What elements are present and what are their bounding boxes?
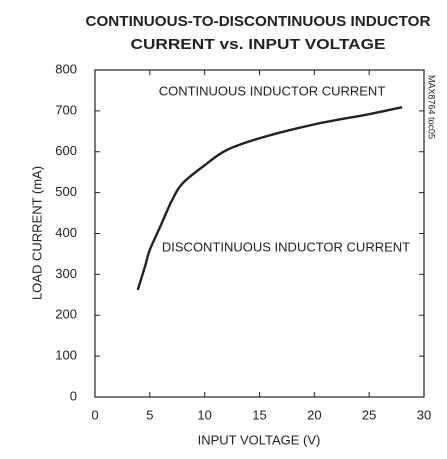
y-axis-label: LOAD CURRENT (mA) xyxy=(29,166,44,300)
y-tick-label: 100 xyxy=(55,348,77,363)
y-tick-label: 0 xyxy=(70,388,77,403)
x-axis-label: INPUT VOLTAGE (V) xyxy=(198,432,321,447)
y-tick-label: 200 xyxy=(55,307,77,322)
x-tick-label: 10 xyxy=(197,407,211,422)
x-tick-label: 30 xyxy=(417,407,431,422)
y-tick-label: 800 xyxy=(55,61,77,76)
x-tick-label: 25 xyxy=(362,407,376,422)
y-tick-label: 700 xyxy=(55,102,77,117)
annotation: CONTINUOUS INDUCTOR CURRENT xyxy=(159,83,386,98)
chart-title: CONTINUOUS-TO-DISCONTINUOUS INDUCTOR xyxy=(86,13,431,30)
y-tick-label: 400 xyxy=(55,225,77,240)
x-tick-label: 5 xyxy=(146,407,153,422)
x-tick-label: 0 xyxy=(91,407,98,422)
data-line xyxy=(136,106,403,291)
annotation: DISCONTINUOUS INDUCTOR CURRENT xyxy=(162,239,410,254)
annotation: MAX8764 toc05 xyxy=(427,75,437,139)
plot-frame xyxy=(94,69,425,398)
y-tick-label: 500 xyxy=(55,184,77,199)
x-tick-label: 20 xyxy=(307,407,321,422)
y-tick-label: 300 xyxy=(55,266,77,281)
x-tick-label: 15 xyxy=(252,407,266,422)
chart-title: CURRENT vs. INPUT VOLTAGE xyxy=(131,36,386,53)
y-tick-label: 600 xyxy=(55,143,77,158)
